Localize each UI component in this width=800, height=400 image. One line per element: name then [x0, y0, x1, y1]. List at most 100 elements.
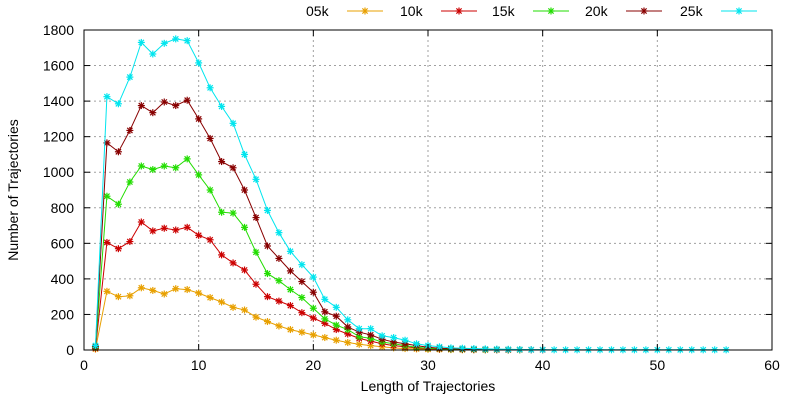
x-tick-label: 60: [764, 357, 780, 373]
y-axis-title: Number of Trajectories: [5, 119, 21, 261]
data-point-10k: [218, 251, 226, 259]
data-point-25k: [309, 273, 317, 281]
data-point-15k: [126, 178, 134, 186]
data-point-25k: [401, 336, 409, 344]
data-point-10k: [241, 266, 249, 274]
data-point-20k: [321, 308, 329, 316]
data-point-10k: [309, 314, 317, 322]
data-point-25k: [413, 340, 421, 348]
data-point-20k: [252, 214, 260, 222]
legend-item-25k: 25k: [680, 3, 757, 19]
data-point-10k: [160, 224, 168, 232]
y-tick-label: 1000: [43, 164, 74, 180]
data-point-25k: [91, 342, 99, 350]
data-point-20k: [114, 148, 122, 156]
data-point-05k: [229, 303, 237, 311]
legend-label: 15k: [492, 3, 516, 19]
x-axis-title: Length of Trajectories: [361, 378, 496, 394]
data-point-10k: [229, 259, 237, 267]
data-point-10k: [298, 309, 306, 317]
x-tick-label: 40: [535, 357, 551, 373]
legend-label: 25k: [680, 3, 704, 19]
x-tick-label: 50: [650, 357, 666, 373]
data-point-25k: [229, 119, 237, 127]
data-point-10k: [137, 218, 145, 226]
y-tick-label: 600: [51, 235, 75, 251]
data-point-25k: [516, 345, 524, 353]
y-tick-label: 800: [51, 200, 75, 216]
data-point-25k: [481, 345, 489, 353]
data-point-05k: [275, 322, 283, 330]
data-point-15k: [309, 304, 317, 312]
data-point-20k: [298, 278, 306, 286]
data-point-20k: [183, 96, 191, 104]
data-point-10k: [321, 319, 329, 327]
x-tick-label: 20: [306, 357, 322, 373]
legend: 05k 10k 15k 20k 25k: [306, 3, 757, 19]
data-point-05k: [298, 328, 306, 336]
data-point-20k: [160, 98, 168, 106]
data-point-20k: [344, 323, 352, 331]
legend-swatch-marker: [735, 7, 743, 15]
data-point-05k: [206, 294, 214, 302]
x-tick-label: 0: [80, 357, 88, 373]
data-point-15k: [321, 315, 329, 323]
legend-label: 10k: [400, 3, 424, 19]
data-point-25k: [183, 37, 191, 45]
y-tick-label: 200: [51, 306, 75, 322]
legend-swatch-marker: [455, 7, 463, 15]
axis-ticks: 0 10 20 30 40 50 60020040060080010001200140016…: [43, 22, 780, 373]
data-point-15k: [298, 294, 306, 302]
data-point-15k: [172, 164, 180, 172]
y-tick-label: 1400: [43, 93, 74, 109]
data-point-25k: [286, 247, 294, 255]
data-point-25k: [435, 343, 443, 351]
data-point-05k: [355, 340, 363, 348]
data-point-10k: [195, 231, 203, 239]
data-point-10k: [103, 238, 111, 246]
data-point-10k: [332, 326, 340, 334]
data-point-25k: [218, 102, 226, 110]
y-tick-label: 1800: [43, 22, 74, 38]
data-point-25k: [195, 59, 203, 67]
data-point-25k: [275, 229, 283, 237]
data-point-05k: [172, 285, 180, 293]
data-point-20k: [263, 242, 271, 250]
data-point-05k: [183, 286, 191, 294]
data-point-20k: [195, 115, 203, 123]
data-point-05k: [321, 334, 329, 342]
data-point-25k: [241, 150, 249, 158]
data-point-20k: [172, 102, 180, 110]
data-point-15k: [103, 192, 111, 200]
x-tick-label: 30: [420, 357, 436, 373]
data-point-20k: [286, 267, 294, 275]
data-point-20k: [275, 254, 283, 262]
data-point-20k: [218, 158, 226, 166]
data-point-20k: [241, 186, 249, 194]
data-point-05k: [218, 298, 226, 306]
data-point-15k: [160, 162, 168, 170]
data-point-25k: [332, 303, 340, 311]
data-point-25k: [493, 345, 501, 353]
data-point-05k: [286, 326, 294, 334]
data-point-25k: [103, 93, 111, 101]
data-point-25k: [160, 39, 168, 47]
data-point-10k: [149, 227, 157, 235]
data-point-20k: [229, 164, 237, 172]
data-point-15k: [332, 321, 340, 329]
data-point-15k: [263, 270, 271, 278]
legend-item-15k: 15k: [492, 3, 569, 19]
data-point-25k: [470, 345, 478, 353]
legend-label: 05k: [306, 3, 330, 19]
data-point-05k: [252, 313, 260, 321]
data-point-25k: [126, 73, 134, 81]
data-point-25k: [344, 316, 352, 324]
data-point-20k: [149, 109, 157, 117]
y-tick-label: 400: [51, 271, 75, 287]
data-point-05k: [344, 339, 352, 347]
data-point-25k: [355, 325, 363, 333]
data-point-15k: [286, 286, 294, 294]
data-point-15k: [114, 200, 122, 208]
